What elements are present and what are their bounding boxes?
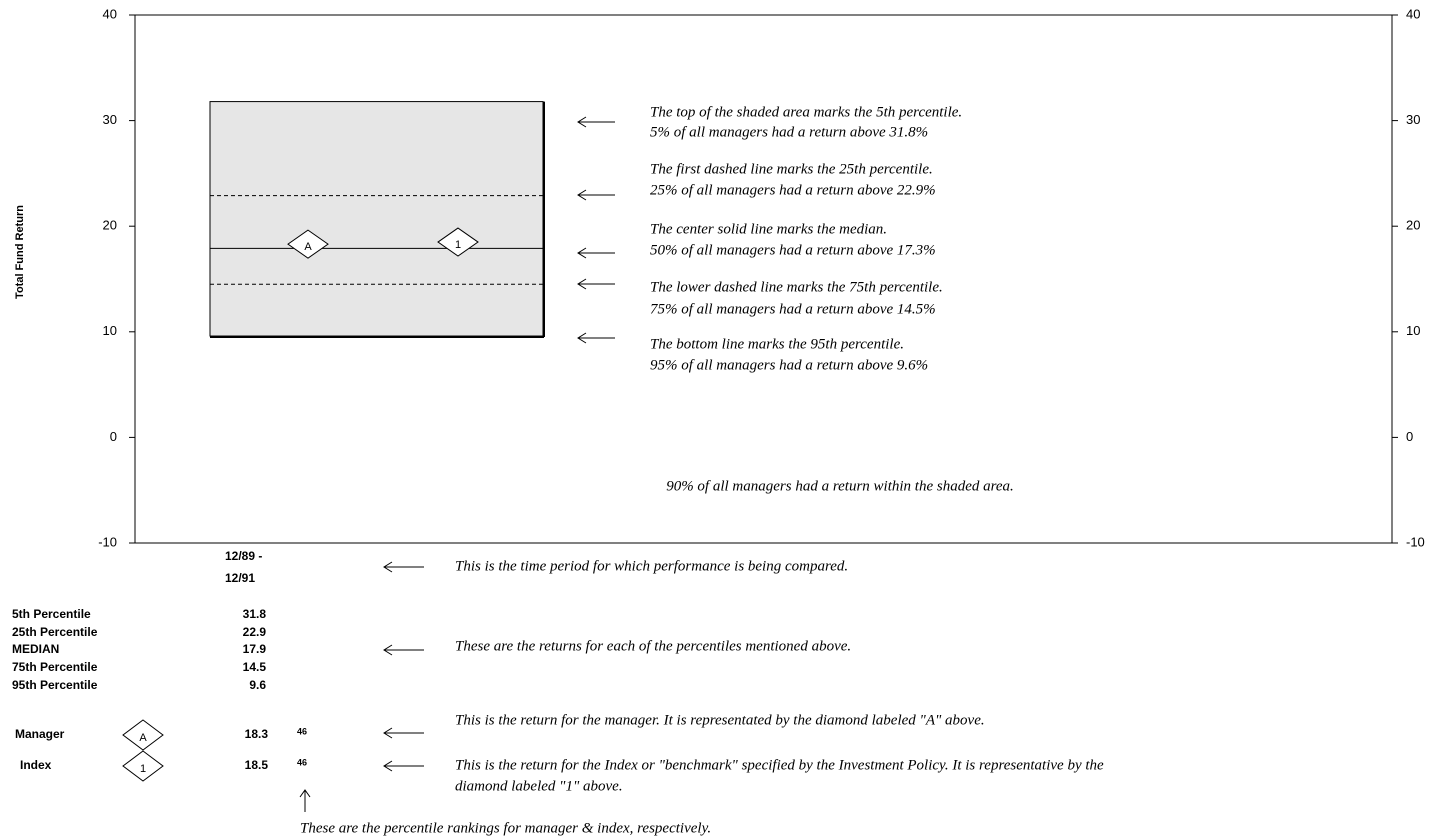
callout-text: The lower dashed line marks the 75th per… bbox=[650, 279, 943, 295]
arrow-head bbox=[577, 332, 587, 344]
callout-text: 25% of all managers had a return above 2… bbox=[650, 182, 936, 198]
row-label: 75th Percentile bbox=[12, 660, 98, 674]
legend-diamond bbox=[122, 750, 164, 782]
diamond-label: 1 bbox=[140, 763, 146, 775]
row-label: Manager bbox=[15, 727, 65, 741]
diamond-label: 1 bbox=[455, 239, 461, 251]
row-value: 18.3 bbox=[245, 727, 269, 741]
note-text: This is the time period for which perfor… bbox=[455, 558, 848, 574]
arrow-head bbox=[577, 116, 587, 128]
arrow-head bbox=[383, 561, 393, 573]
y-axis-label: Total Fund Return bbox=[14, 205, 26, 299]
y2-tick-label: 10 bbox=[1406, 323, 1420, 338]
row-label: Index bbox=[20, 758, 52, 772]
y2-tick-label: 40 bbox=[1406, 6, 1420, 21]
callout-text: 95% of all managers had a return above 9… bbox=[650, 357, 928, 373]
arrow-head bbox=[383, 727, 393, 739]
rank: 46 bbox=[297, 726, 307, 736]
diamond-marker bbox=[437, 227, 479, 257]
row-label: 95th Percentile bbox=[12, 678, 98, 692]
period: 12/91 bbox=[225, 571, 255, 585]
y2-tick-label: 0 bbox=[1406, 429, 1413, 444]
note-text: diamond labeled "1" above. bbox=[455, 778, 623, 794]
row-value: 9.6 bbox=[249, 678, 266, 692]
row-label: 25th Percentile bbox=[12, 625, 98, 639]
box bbox=[209, 101, 544, 337]
y-tick-label: 30 bbox=[103, 112, 117, 127]
callout-text: The first dashed line marks the 25th per… bbox=[650, 161, 933, 177]
arrow-head bbox=[383, 760, 393, 772]
diamond-marker bbox=[287, 229, 329, 259]
callout-text: The top of the shaded area marks the 5th… bbox=[650, 104, 962, 120]
row-label: 5th Percentile bbox=[12, 607, 91, 621]
callout-text: The bottom line marks the 95th percentil… bbox=[650, 336, 904, 352]
y-tick-label: 10 bbox=[103, 323, 117, 338]
row-value: 22.9 bbox=[243, 625, 267, 639]
arrow-head bbox=[577, 278, 587, 290]
note-text: This is the return for the Index or "ben… bbox=[455, 757, 1104, 773]
diamond-label: A bbox=[139, 732, 147, 744]
y-tick-label: 40 bbox=[103, 6, 117, 21]
row-value: 18.5 bbox=[245, 758, 269, 772]
callout-text: 5% of all managers had a return above 31… bbox=[650, 124, 928, 140]
up-arrow-head bbox=[299, 789, 311, 798]
y2-tick-label: -10 bbox=[1406, 534, 1425, 549]
footnote: These are the percentile rankings for ma… bbox=[300, 820, 711, 836]
row-label: MEDIAN bbox=[12, 642, 59, 656]
diamond-label: A bbox=[304, 241, 312, 253]
row-value: 17.9 bbox=[243, 642, 267, 656]
y-tick-label: 0 bbox=[110, 429, 117, 444]
y2-tick-label: 20 bbox=[1406, 218, 1420, 233]
note-text: These are the returns for each of the pe… bbox=[455, 638, 851, 654]
row-value: 31.8 bbox=[243, 607, 267, 621]
shaded-note: 90% of all managers had a return within … bbox=[666, 478, 1014, 494]
note-text: This is the return for the manager. It i… bbox=[455, 712, 985, 728]
callout-text: 50% of all managers had a return above 1… bbox=[650, 242, 936, 258]
y-tick-label: -10 bbox=[98, 534, 117, 549]
period: 12/89 - bbox=[225, 549, 262, 563]
plot-frame bbox=[134, 14, 1393, 544]
row-value: 14.5 bbox=[243, 660, 267, 674]
arrow-head bbox=[577, 247, 587, 259]
y2-tick-label: 30 bbox=[1406, 112, 1420, 127]
y-tick-label: 20 bbox=[103, 218, 117, 233]
arrow-head bbox=[577, 189, 587, 201]
callout-text: The center solid line marks the median. bbox=[650, 221, 887, 237]
rank: 46 bbox=[297, 757, 307, 767]
callout-text: 75% of all managers had a return above 1… bbox=[650, 301, 936, 317]
arrow-head bbox=[383, 644, 393, 656]
legend-diamond bbox=[122, 719, 164, 751]
